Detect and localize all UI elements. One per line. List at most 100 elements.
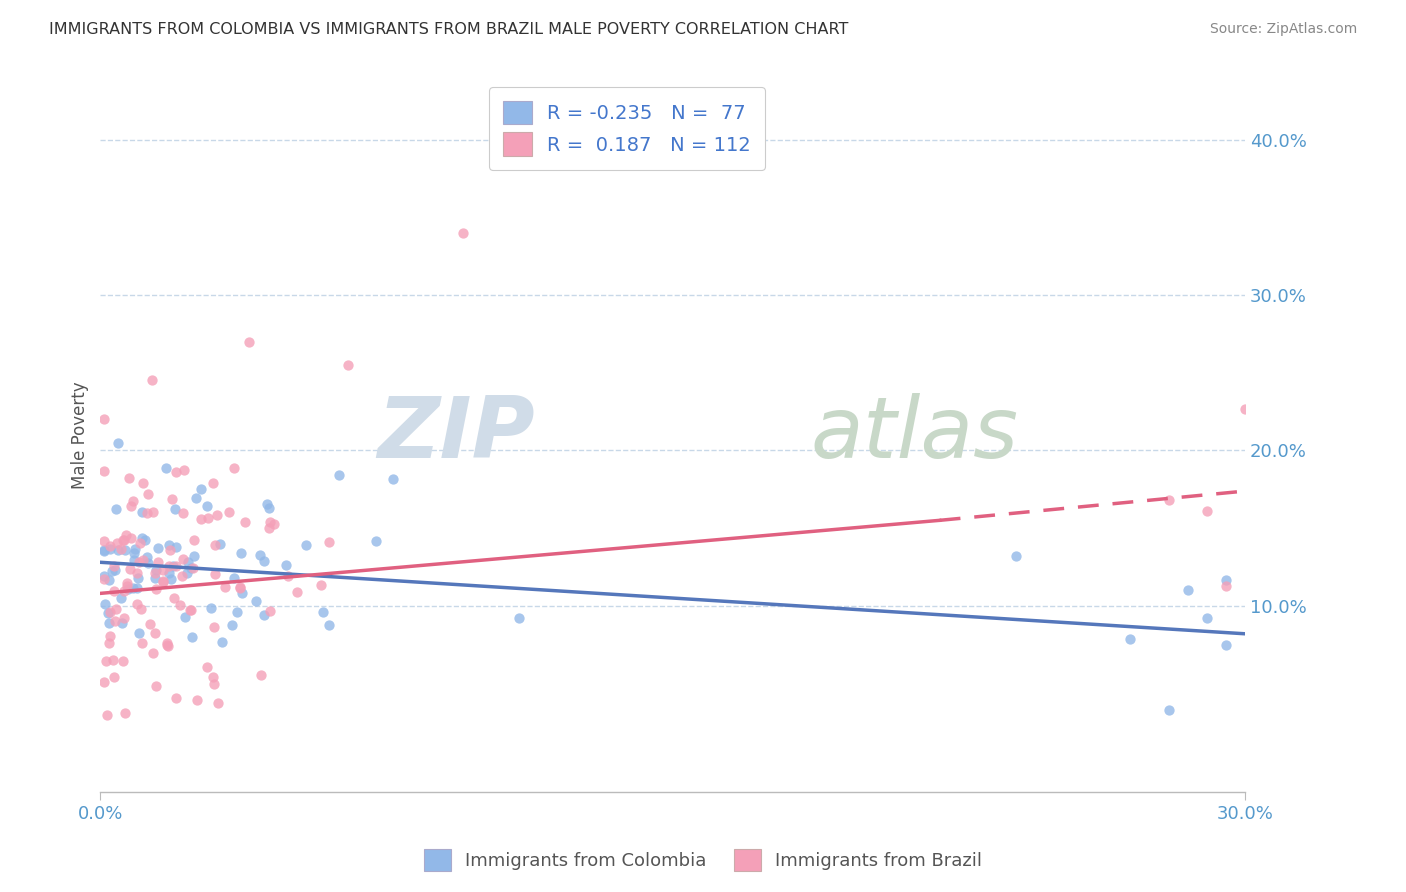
Point — [184, 491, 207, 505]
Point — [180, 561, 202, 575]
Point — [114, 543, 136, 558]
Point — [263, 517, 285, 532]
Point — [172, 506, 194, 520]
Point — [136, 556, 159, 570]
Point — [122, 552, 145, 566]
Point — [112, 611, 135, 625]
Point — [166, 690, 188, 705]
Point — [229, 581, 252, 595]
Point — [143, 566, 166, 580]
Point — [98, 573, 121, 587]
Point — [176, 566, 198, 581]
Point — [195, 499, 218, 513]
Point — [257, 500, 280, 515]
Point — [204, 566, 226, 581]
Point — [136, 486, 159, 500]
Point — [93, 412, 115, 426]
Point — [127, 570, 149, 584]
Point — [180, 602, 202, 616]
Point — [208, 537, 231, 551]
Point — [259, 515, 281, 529]
Point — [107, 542, 129, 557]
Point — [98, 629, 121, 643]
Point — [155, 461, 177, 475]
Point — [103, 653, 125, 667]
Point — [1195, 611, 1218, 625]
Point — [195, 660, 218, 674]
Point — [165, 558, 187, 573]
Point — [202, 620, 225, 634]
Point — [201, 670, 224, 684]
Point — [120, 499, 142, 513]
Point — [115, 528, 138, 542]
Point — [98, 605, 121, 619]
Legend: R = -0.235   N =  77, R =  0.187   N = 112: R = -0.235 N = 77, R = 0.187 N = 112 — [489, 87, 765, 169]
Point — [157, 566, 180, 580]
Point — [253, 554, 276, 568]
Point — [124, 546, 146, 560]
Point — [128, 555, 150, 569]
Point — [245, 594, 267, 608]
Point — [165, 541, 187, 555]
Point — [174, 610, 197, 624]
Point — [312, 606, 335, 620]
Point — [121, 494, 143, 508]
Point — [118, 562, 141, 576]
Point — [152, 575, 174, 590]
Point — [128, 626, 150, 640]
Point — [131, 505, 153, 519]
Point — [136, 506, 159, 520]
Point — [1233, 402, 1256, 417]
Point — [125, 581, 148, 595]
Point — [156, 638, 179, 652]
Point — [118, 470, 141, 484]
Point — [183, 533, 205, 547]
Point — [190, 511, 212, 525]
Point — [114, 706, 136, 720]
Point — [117, 576, 139, 591]
Point — [112, 654, 135, 668]
Point — [318, 617, 340, 632]
Point — [103, 670, 125, 684]
Point — [93, 568, 115, 582]
Point — [211, 635, 233, 649]
Point — [250, 668, 273, 682]
Point — [105, 536, 128, 550]
Legend: Immigrants from Colombia, Immigrants from Brazil: Immigrants from Colombia, Immigrants fro… — [416, 842, 990, 879]
Point — [115, 579, 138, 593]
Point — [163, 502, 186, 516]
Point — [318, 535, 340, 549]
Point — [101, 564, 124, 578]
Point — [252, 607, 274, 622]
Point — [143, 571, 166, 585]
Point — [1215, 579, 1237, 593]
Point — [131, 553, 153, 567]
Point — [204, 538, 226, 552]
Point — [231, 585, 253, 599]
Point — [103, 583, 125, 598]
Point — [107, 435, 129, 450]
Point — [233, 516, 256, 530]
Point — [146, 555, 169, 569]
Point — [181, 561, 204, 575]
Point — [112, 533, 135, 547]
Point — [94, 598, 117, 612]
Point — [256, 497, 278, 511]
Point — [96, 707, 118, 722]
Point — [197, 511, 219, 525]
Text: ZIP: ZIP — [378, 393, 536, 476]
Point — [156, 636, 179, 650]
Point — [173, 463, 195, 477]
Point — [157, 640, 180, 654]
Point — [94, 654, 117, 668]
Point — [1177, 582, 1199, 597]
Point — [169, 598, 191, 612]
Point — [309, 577, 332, 591]
Point — [1310, 446, 1333, 460]
Point — [1157, 703, 1180, 717]
Text: Source: ZipAtlas.com: Source: ZipAtlas.com — [1209, 22, 1357, 37]
Point — [112, 583, 135, 598]
Point — [125, 566, 148, 581]
Point — [1215, 573, 1237, 587]
Point — [98, 541, 121, 556]
